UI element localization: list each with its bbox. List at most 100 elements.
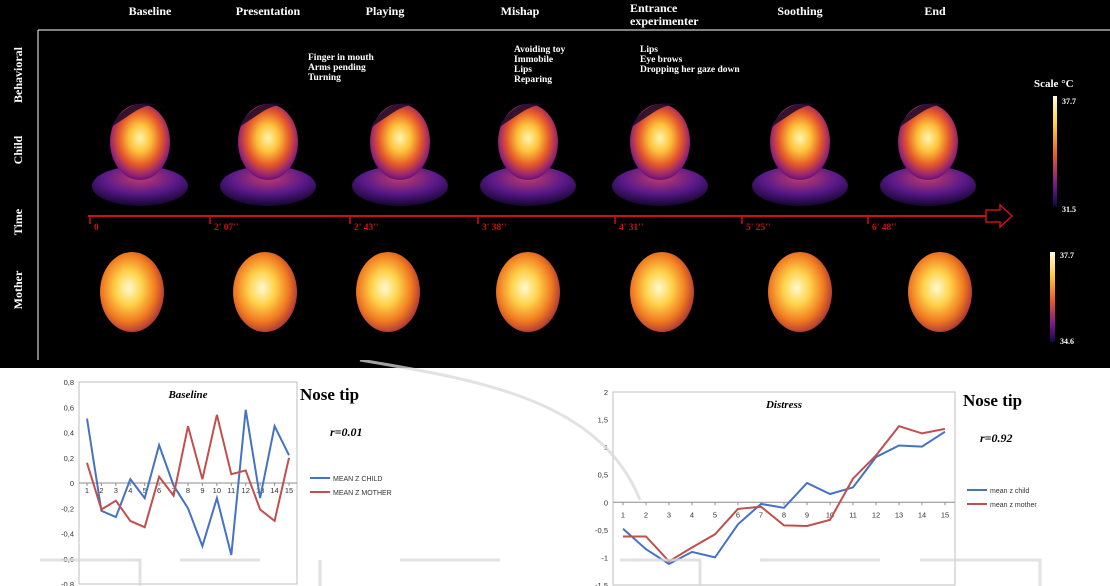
x-tick-label: 13 [895, 510, 903, 519]
row-label: Behavioral [11, 46, 25, 103]
x-tick-label: 1 [85, 486, 89, 495]
y-tick-label: 2 [604, 388, 608, 397]
y-tick-label: -0,5 [595, 526, 608, 535]
y-tick-label: 0 [70, 479, 74, 488]
behavior-note: Lips Eye brows Dropping her gaze down [640, 45, 740, 75]
mother-thermal-image [100, 252, 164, 332]
x-tick-label: 6 [157, 486, 161, 495]
x-tick-label: 15 [941, 510, 949, 519]
x-tick-label: 13 [256, 486, 264, 495]
y-tick-label: -0,8 [61, 580, 74, 586]
y-tick-label: 0,8 [64, 378, 74, 387]
mother-thermal-image [356, 252, 420, 332]
correlation-annotation: r=0.92 [980, 431, 1013, 445]
x-tick-label: 8 [782, 510, 786, 519]
y-tick-label: -0,4 [61, 530, 74, 539]
x-tick-label: 1 [621, 510, 625, 519]
mother-thermal-image [496, 252, 560, 332]
x-tick-label: 4 [690, 510, 694, 519]
x-tick-label: 7 [759, 510, 763, 519]
row-label: Mother [11, 270, 25, 309]
x-tick-label: 10 [213, 486, 221, 495]
phase-header: Mishap [501, 4, 540, 18]
behavior-note: Finger in mouth Arms pending Turning [308, 53, 375, 83]
y-tick-label: 0,2 [64, 454, 74, 463]
x-tick-label: 14 [918, 510, 926, 519]
x-tick-label: 12 [242, 486, 250, 495]
y-tick-label: 1,5 [598, 416, 608, 425]
mother-thermal-image [908, 252, 972, 332]
timeline-label: 3' 38'' [482, 223, 507, 233]
series-line [622, 430, 946, 566]
row-label: Child [11, 135, 25, 164]
x-tick-label: 10 [826, 510, 834, 519]
x-tick-label: 8 [186, 486, 190, 495]
scale-title: Scale °C [1034, 78, 1074, 90]
x-tick-label: 9 [200, 486, 204, 495]
chart-title: Distress [765, 399, 802, 411]
x-tick-label: 6 [736, 510, 740, 519]
phase-header: End [924, 4, 946, 18]
y-tick-label: 0,6 [64, 403, 74, 412]
child-scale-min: 31.5 [1062, 205, 1076, 214]
x-tick-label: 15 [285, 486, 293, 495]
mother-thermal-image [630, 252, 694, 332]
series-line [623, 425, 946, 563]
phase-header: Baseline [129, 4, 172, 18]
y-tick-label: -1,5 [595, 581, 608, 586]
x-tick-label: 11 [849, 510, 857, 519]
x-tick-label: 5 [713, 510, 717, 519]
x-tick-label: 7 [171, 486, 175, 495]
y-tick-label: -0,6 [61, 555, 74, 564]
timeline-label: 2' 43'' [354, 223, 379, 233]
x-tick-label: 3 [114, 486, 118, 495]
mother-thermal-image [768, 252, 832, 332]
child-thermal-image [752, 103, 848, 206]
child-thermal-image [880, 103, 976, 206]
child-thermal-image [352, 103, 448, 206]
row-label: Time [11, 208, 25, 235]
series-line [86, 414, 290, 529]
correlation-annotation: r=0.01 [330, 425, 363, 439]
timeline-label: 5' 25'' [746, 223, 771, 233]
x-tick-label: 12 [872, 510, 880, 519]
x-tick-label: 2 [99, 486, 103, 495]
legend-label: MEAN Z MOTHER [333, 490, 392, 497]
child-thermal-image [480, 103, 576, 206]
mother-thermal-image [233, 252, 297, 332]
mother-scale-bar [1050, 252, 1055, 342]
y-tick-label: 0,4 [64, 429, 74, 438]
side-title: Nose tip [300, 385, 359, 404]
phase-header: Soothing [777, 4, 822, 18]
child-thermal-image [220, 103, 316, 206]
phase-header: Playing [366, 4, 405, 18]
y-tick-label: -1 [601, 553, 608, 562]
chart-title: Baseline [167, 389, 207, 401]
legend-label: mean z mother [990, 502, 1037, 509]
legend-label: MEAN Z CHILD [333, 476, 382, 483]
x-tick-label: 4 [128, 486, 132, 495]
y-tick-label: 0,5 [598, 471, 608, 480]
x-tick-label: 9 [805, 510, 809, 519]
x-tick-label: 3 [667, 510, 671, 519]
series-line [86, 409, 290, 556]
x-tick-label: 5 [143, 486, 147, 495]
x-tick-label: 14 [270, 486, 278, 495]
legend-label: mean z child [990, 488, 1029, 495]
baseline-chart: 0,80,60,40,20-0,2-0,4-0,6-0,81 2 3 4 5 6 7 8 9 10… [61, 378, 392, 586]
behavior-note: Avoiding toy Immobile Lips Reparing [514, 45, 566, 85]
timeline-label: 2' 07'' [214, 223, 239, 233]
timeline-label: 0 [94, 223, 99, 233]
timeline-label: 4' 31'' [619, 223, 644, 233]
timeline-label: 6' 48'' [872, 223, 897, 233]
child-scale-max: 37.7 [1062, 97, 1076, 106]
y-tick-label: -0,2 [61, 504, 74, 513]
x-tick-label: 11 [227, 486, 235, 495]
distress-chart: 21,510,50-0,5-1-1,51 2 3 4 5 6 7 8 9 10 11 12 13 14 15… [595, 388, 1037, 586]
y-tick-label: 1 [604, 443, 608, 452]
child-thermal-image [612, 103, 708, 206]
thermal-figure: Baseline Presentation Playing Mishap Entranc… [0, 0, 1110, 368]
mother-scale-min: 34.6 [1060, 337, 1074, 346]
timeline-arrow [985, 203, 1014, 229]
child-scale-bar [1053, 96, 1057, 206]
